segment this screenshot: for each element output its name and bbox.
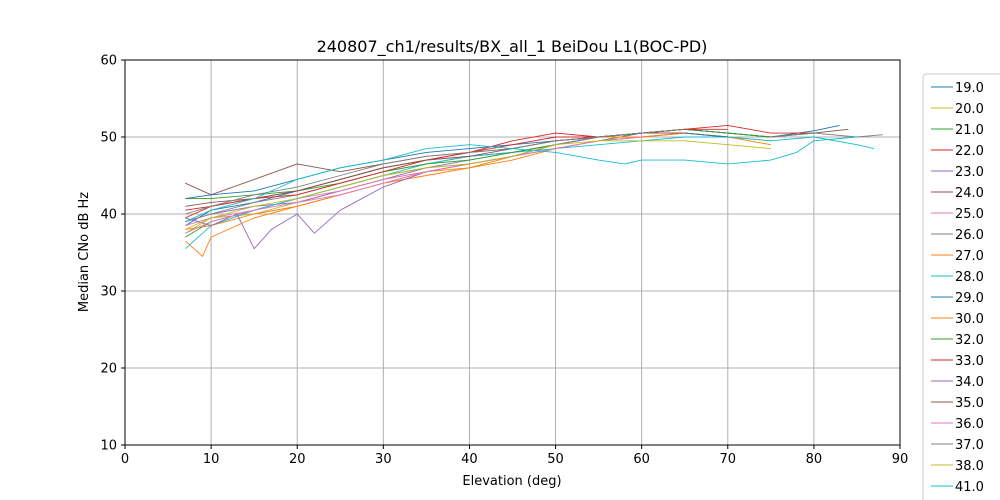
series-line-36.0	[185, 136, 642, 234]
legend-label: 22.0	[955, 144, 984, 159]
y-tick-label: 40	[100, 208, 117, 223]
legend-label: 23.0	[955, 165, 984, 180]
plot-frame	[124, 59, 901, 446]
legend-label: 38.0	[955, 459, 984, 474]
x-tick-label: 30	[375, 452, 392, 467]
legend-label: 32.0	[955, 333, 984, 348]
series-line-37.0	[185, 128, 685, 215]
y-tick-label: 10	[100, 439, 117, 454]
y-tick-label: 30	[100, 285, 117, 300]
x-tick-label: 60	[633, 452, 650, 467]
series-line-38.0	[185, 140, 771, 230]
x-tick-label: 0	[121, 452, 129, 467]
legend-label: 26.0	[955, 228, 984, 243]
x-tick-label: 90	[892, 452, 909, 467]
x-tick-label: 10	[203, 452, 220, 467]
legend-label: 28.0	[955, 270, 984, 285]
x-tick-label: 80	[806, 452, 823, 467]
legend-label: 21.0	[955, 123, 984, 138]
x-tick-label: 20	[289, 452, 306, 467]
x-tick-label: 40	[461, 452, 478, 467]
legend-box	[922, 73, 1000, 500]
legend-label: 25.0	[955, 207, 984, 222]
x-axis-label: Elevation (deg)	[462, 474, 561, 489]
legend: 19.0 20.0 21.0 22.0 23.0 24.0 25.0 26.0 27.0 28.0…	[922, 73, 1000, 500]
legend-label: 33.0	[955, 354, 984, 369]
y-tick-label: 60	[100, 54, 117, 69]
legend-label: 34.0	[955, 375, 984, 390]
series-layer	[184, 124, 883, 257]
x-tick-label: 70	[720, 452, 737, 467]
y-tick-label: 50	[100, 131, 117, 146]
chart-title: 240807_ch1/results/BX_all_1 BeiDou L1(BO…	[317, 37, 708, 57]
y-tick-label: 20	[100, 362, 117, 377]
legend-label: 19.0	[955, 81, 984, 96]
x-tick-label: 50	[547, 452, 564, 467]
legend-label: 29.0	[955, 291, 984, 306]
legend-label: 36.0	[955, 417, 984, 432]
legend-label: 41.0	[955, 480, 984, 495]
legend-label: 27.0	[955, 249, 984, 264]
y-axis-label: Median CNo dB Hz	[77, 192, 92, 312]
axis-ticks: 0 10 20 30 40 50 60 70 80 90 10 20 30 40 50 60	[100, 54, 908, 468]
legend-label: 20.0	[955, 102, 984, 117]
legend-label: 30.0	[955, 312, 984, 327]
legend-label: 37.0	[955, 438, 984, 453]
legend-label: 35.0	[955, 396, 984, 411]
legend-label: 24.0	[955, 186, 984, 201]
series-line-41.0	[185, 136, 857, 223]
